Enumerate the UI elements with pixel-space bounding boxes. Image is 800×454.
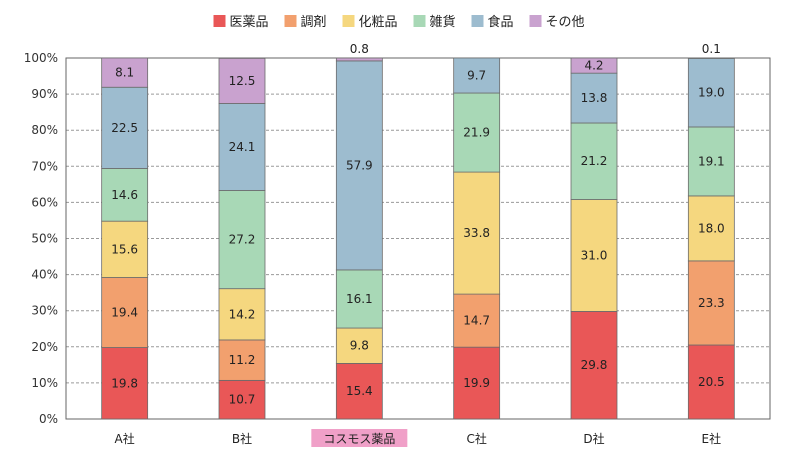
data-label: 9.8: [350, 339, 369, 353]
legend-label: 食品: [488, 14, 514, 30]
legend-label: 医薬品: [230, 15, 269, 30]
data-label: 8.1: [115, 66, 134, 80]
legend-item: その他: [530, 15, 585, 30]
data-label: 14.6: [111, 188, 138, 202]
x-tick-label: コスモス薬品: [323, 432, 395, 446]
legend-swatch: [285, 15, 297, 27]
legend-label: その他: [546, 15, 585, 30]
bar-segment: [336, 58, 382, 61]
legend-label: 化粧品: [359, 15, 398, 30]
y-tick-label: 10%: [31, 376, 58, 390]
data-label: 10.7: [229, 393, 256, 407]
data-label: 31.0: [581, 248, 608, 262]
data-label: 14.7: [463, 314, 490, 328]
data-label: 22.5: [111, 121, 138, 135]
data-label: 33.8: [463, 226, 490, 240]
data-label: 13.8: [581, 91, 608, 105]
legend-swatch: [214, 15, 226, 27]
data-label: 19.9: [463, 376, 490, 390]
legend-swatch: [472, 15, 484, 27]
y-tick-label: 100%: [24, 51, 58, 65]
data-label: 57.9: [346, 158, 373, 172]
legend-swatch: [530, 15, 542, 27]
data-label: 19.1: [698, 154, 725, 168]
x-tick-label: C社: [466, 431, 486, 446]
x-tick-label: D社: [583, 431, 604, 446]
y-tick-label: 90%: [31, 87, 58, 101]
data-label: 4.2: [584, 59, 603, 73]
legend-swatch: [343, 15, 355, 27]
legend-item: 調剤: [285, 14, 327, 30]
data-label: 19.8: [111, 376, 138, 390]
bar-stack: 19.9 14.7 33.8 21.9 9.7: [454, 58, 500, 419]
y-tick-label: 80%: [31, 123, 58, 137]
legend-item: 医薬品: [214, 15, 269, 30]
legend-item: 化粧品: [343, 15, 398, 30]
x-tick-label: B社: [232, 431, 252, 446]
data-label: 23.3: [698, 296, 725, 310]
legend-label: 雑貨: [430, 14, 456, 30]
data-label: 16.1: [346, 292, 373, 306]
y-tick-label: 70%: [31, 159, 58, 173]
y-tick-label: 20%: [31, 340, 58, 354]
data-label: 19.0: [698, 86, 725, 100]
y-tick-label: 30%: [31, 304, 58, 318]
legend: 医薬品 調剤 化粧品 雑貨 食品 その他: [214, 14, 585, 30]
data-label: 29.8: [581, 358, 608, 372]
y-tick-label: 50%: [31, 232, 58, 246]
bar-stack: 15.4 9.8 16.1 57.9 0.8: [336, 42, 382, 419]
data-label: 27.2: [229, 233, 256, 247]
legend-label: 調剤: [301, 14, 327, 30]
x-tick-label: A社: [115, 431, 135, 446]
legend-swatch: [414, 15, 426, 27]
data-label: 14.2: [229, 307, 256, 321]
data-label: 24.1: [229, 140, 256, 154]
data-label: 9.7: [467, 69, 486, 83]
data-label-outside: 0.8: [350, 42, 369, 56]
bar-stack: 10.7 11.2 14.2 27.2 24.1 12.5: [219, 58, 265, 419]
data-label: 21.9: [463, 126, 490, 140]
data-label: 11.2: [229, 353, 256, 367]
legend-item: 食品: [472, 14, 514, 30]
x-tick-label: E社: [702, 431, 722, 446]
data-label-outside: 0.1: [702, 42, 721, 56]
legend-item: 雑貨: [414, 14, 456, 30]
bar-stack: 19.8 19.4 15.6 14.6 22.5 8.1: [102, 58, 148, 419]
data-label: 15.4: [346, 384, 373, 398]
y-tick-label: 0%: [39, 412, 58, 426]
data-label: 20.5: [698, 375, 725, 389]
y-tick-label: 60%: [31, 195, 58, 209]
data-label: 12.5: [229, 74, 256, 88]
y-tick-label: 40%: [31, 268, 58, 282]
data-label: 18.0: [698, 221, 725, 235]
data-label: 15.6: [111, 242, 138, 256]
bar-stack: 29.8 31.0 21.2 13.8 4.2: [571, 58, 617, 419]
bar-stack: 20.5 23.3 18.0 19.1 19.0 0.1: [688, 42, 734, 419]
data-label: 19.4: [111, 306, 138, 320]
data-label: 21.2: [581, 154, 608, 168]
